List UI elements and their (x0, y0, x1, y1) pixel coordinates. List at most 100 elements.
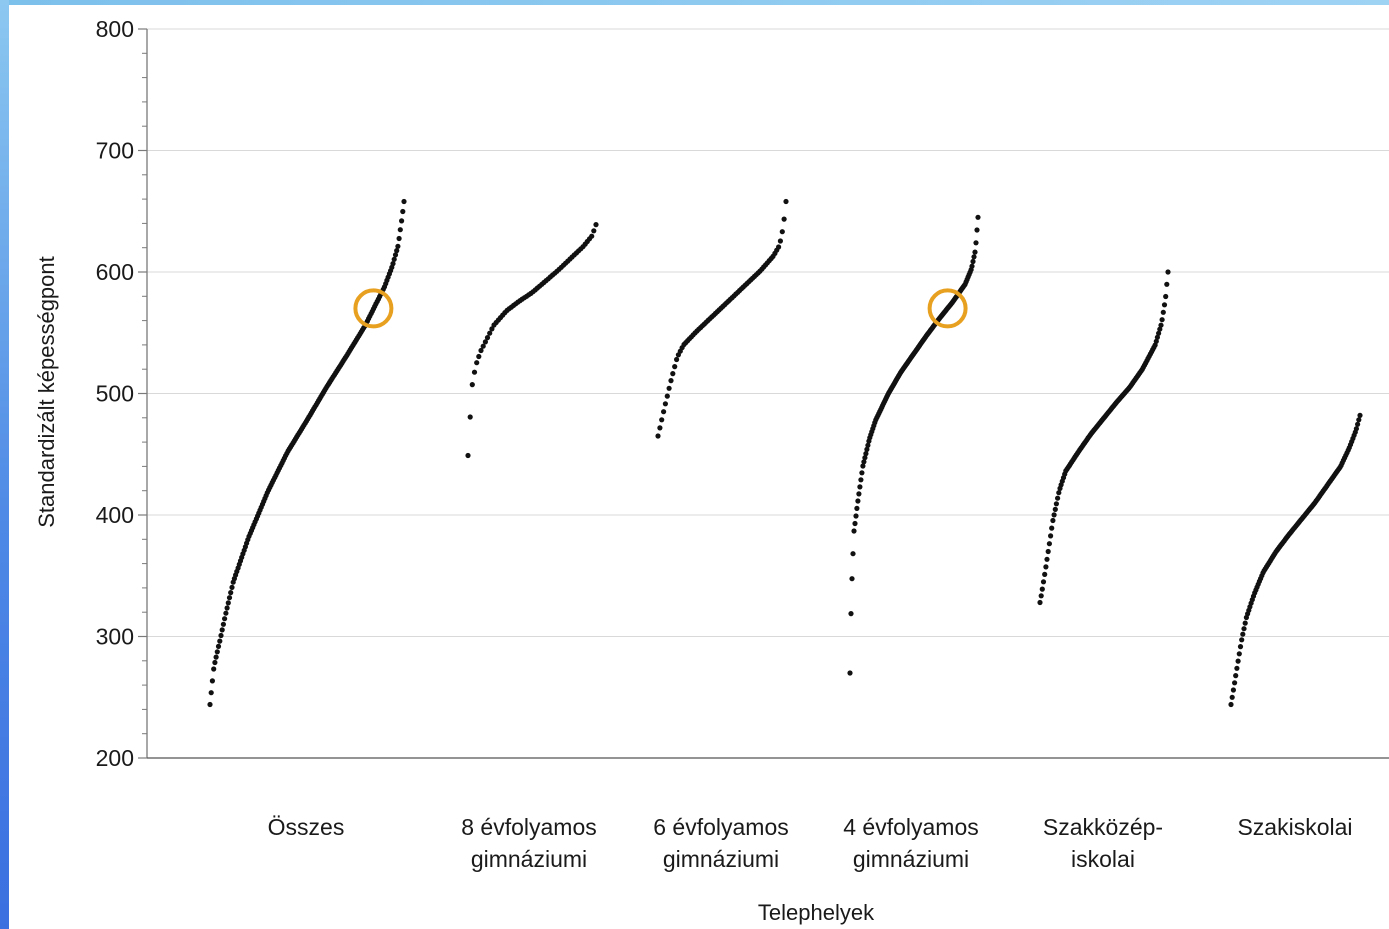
data-point (851, 528, 857, 534)
data-point (218, 632, 224, 639)
data-point (220, 621, 226, 627)
data-point (860, 463, 866, 469)
data-point (672, 364, 678, 370)
data-point (973, 240, 979, 246)
y-tick-label: 200 (96, 745, 134, 771)
data-point (469, 382, 475, 388)
data-point (217, 638, 223, 644)
data-point (854, 505, 860, 511)
data-point (1235, 658, 1241, 664)
data-point (1355, 421, 1361, 427)
data-point (1356, 417, 1362, 423)
data-point (214, 649, 220, 655)
data-point (1048, 533, 1054, 539)
data-point (852, 520, 858, 527)
data-point (864, 446, 870, 452)
data-point (1236, 651, 1242, 657)
data-point (224, 605, 230, 611)
data-point (857, 484, 863, 490)
y-tick-label: 500 (96, 381, 134, 407)
data-point (400, 208, 406, 215)
data-point (1038, 593, 1044, 599)
data-point (397, 227, 403, 233)
data-point (396, 235, 402, 242)
data-point (1240, 631, 1246, 637)
slide-frame-left (0, 0, 9, 929)
data-point (213, 654, 219, 660)
data-point (674, 356, 680, 363)
data-point (862, 455, 868, 461)
data-point (476, 353, 482, 360)
data-point (777, 238, 784, 244)
data-point (971, 254, 977, 260)
data-point (394, 248, 400, 254)
data-point (1241, 626, 1247, 632)
data-point (1237, 644, 1244, 650)
data-points (207, 198, 1363, 708)
data-point (1055, 495, 1061, 501)
data-point (392, 252, 399, 258)
data-point (589, 233, 595, 239)
data-point (865, 442, 871, 448)
data-point (853, 513, 859, 519)
data-point (223, 610, 229, 616)
data-point (849, 576, 855, 582)
data-point (779, 229, 785, 235)
data-point (1040, 579, 1047, 585)
data-point (1156, 330, 1162, 336)
data-point (1153, 338, 1159, 344)
data-point (1161, 302, 1168, 308)
data-point (776, 244, 782, 250)
data-point (661, 409, 667, 415)
data-point (215, 643, 222, 650)
data-point (593, 222, 599, 228)
data-point (487, 330, 493, 336)
data-point (591, 228, 597, 234)
data-point (1163, 293, 1169, 300)
data-point (1056, 490, 1062, 496)
data-point (859, 470, 865, 476)
y-tick-label: 800 (96, 16, 134, 42)
data-point (1053, 501, 1059, 507)
data-point (1160, 309, 1166, 315)
data-point (1357, 412, 1363, 418)
data-point (1051, 512, 1057, 518)
data-point (1042, 571, 1048, 578)
x-category-label-line: 4 évfolyamos (843, 814, 979, 840)
data-point (471, 369, 478, 375)
y-tick-label: 700 (96, 138, 134, 164)
data-point (484, 335, 491, 341)
data-point (212, 659, 218, 666)
data-point (465, 452, 471, 459)
x-category-label-line: gimnáziumi (471, 846, 587, 872)
data-point (855, 498, 861, 504)
data-point (1229, 694, 1235, 700)
data-point (1232, 680, 1238, 686)
data-point (1154, 334, 1160, 340)
data-point (1158, 322, 1164, 328)
data-point (1052, 506, 1058, 512)
data-point (1050, 517, 1056, 524)
data-point (657, 425, 663, 431)
x-category-label-line: Összes (268, 814, 345, 840)
data-point (480, 343, 486, 349)
data-point (229, 584, 235, 591)
data-point (975, 214, 981, 220)
data-point (1039, 586, 1045, 592)
data-point (848, 611, 854, 617)
highlight-circle (927, 288, 968, 329)
data-point (974, 227, 980, 233)
data-point (659, 417, 665, 423)
data-point (1239, 637, 1245, 643)
data-point (478, 347, 484, 354)
data-point (222, 616, 228, 622)
data-point (1242, 620, 1248, 626)
data-point (219, 627, 225, 633)
data-point (482, 339, 488, 345)
data-point (664, 393, 670, 399)
x-category-label-line: Szakiskolai (1237, 814, 1352, 840)
x-category-label-line: gimnáziumi (853, 846, 969, 872)
data-point (208, 690, 214, 696)
data-point (401, 198, 407, 205)
